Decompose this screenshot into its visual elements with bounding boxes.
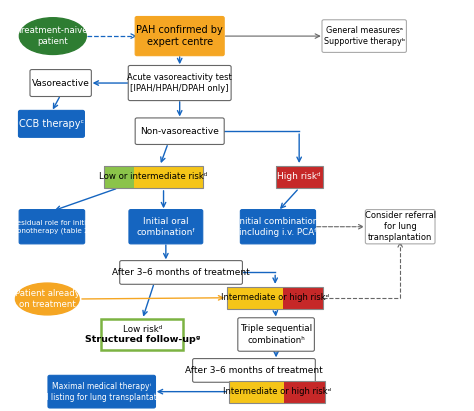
- Text: Low or intermediate riskᵈ: Low or intermediate riskᵈ: [99, 173, 208, 181]
- Bar: [227, 287, 323, 309]
- Text: CCB therapyᶜ: CCB therapyᶜ: [19, 119, 84, 129]
- Bar: [228, 381, 325, 403]
- FancyBboxPatch shape: [129, 210, 203, 244]
- FancyBboxPatch shape: [18, 111, 84, 137]
- Text: Consider referral
for lung
transplantation: Consider referral for lung transplantati…: [365, 211, 436, 242]
- Ellipse shape: [16, 283, 79, 315]
- Text: PAH confirmed by
expert centre: PAH confirmed by expert centre: [137, 25, 223, 47]
- Text: Acute vasoreactivity test
[IPAH/HPAH/DPAH only]: Acute vasoreactivity test [IPAH/HPAH/DPA…: [128, 73, 232, 93]
- FancyBboxPatch shape: [48, 375, 155, 408]
- FancyBboxPatch shape: [128, 65, 231, 101]
- Bar: [104, 166, 134, 188]
- Text: Vasoreactive: Vasoreactive: [32, 79, 90, 88]
- Text: After 3–6 months of treatment: After 3–6 months of treatment: [112, 268, 250, 277]
- Text: Intermediate or high riskᵈ: Intermediate or high riskᵈ: [221, 293, 329, 302]
- FancyBboxPatch shape: [135, 118, 224, 145]
- Bar: [227, 287, 283, 309]
- FancyBboxPatch shape: [238, 318, 314, 351]
- Text: Maximal medical therapyⁱ
and listing for lung transplantationʲ: Maximal medical therapyⁱ and listing for…: [34, 381, 170, 402]
- FancyBboxPatch shape: [192, 358, 315, 382]
- Text: Structured follow-upᵍ: Structured follow-upᵍ: [85, 335, 200, 344]
- Text: Intermediate or high riskᵈ: Intermediate or high riskᵈ: [223, 387, 330, 396]
- Text: Initial combination
including i.v. PCAᶠ: Initial combination including i.v. PCAᶠ: [237, 217, 319, 237]
- Ellipse shape: [19, 18, 86, 55]
- FancyBboxPatch shape: [240, 210, 316, 244]
- Bar: [284, 381, 325, 403]
- FancyBboxPatch shape: [135, 16, 224, 55]
- Text: Residual role for initial
monotherapy (table 2)ᵉ: Residual role for initial monotherapy (t…: [9, 220, 94, 234]
- Bar: [283, 287, 323, 309]
- Bar: [276, 166, 323, 188]
- Text: Initial oral
combinationᶠ: Initial oral combinationᶠ: [137, 217, 195, 237]
- Bar: [134, 166, 203, 188]
- FancyBboxPatch shape: [30, 69, 91, 97]
- Text: Triple sequential
combinationʰ: Triple sequential combinationʰ: [240, 324, 312, 344]
- Bar: [101, 319, 183, 350]
- Text: High riskᵈ: High riskᵈ: [277, 173, 321, 181]
- Text: Patient already
on treatment: Patient already on treatment: [15, 289, 80, 309]
- Text: Low riskᵈ: Low riskᵈ: [123, 325, 162, 334]
- FancyBboxPatch shape: [19, 210, 85, 244]
- Text: Treatment-naive
patient: Treatment-naive patient: [18, 26, 88, 46]
- Bar: [276, 166, 323, 188]
- FancyBboxPatch shape: [322, 20, 406, 53]
- Text: Non-vasoreactive: Non-vasoreactive: [140, 127, 219, 136]
- Text: General measuresᵃ
Supportive therapyᵇ: General measuresᵃ Supportive therapyᵇ: [324, 26, 405, 46]
- FancyBboxPatch shape: [120, 261, 242, 284]
- Text: After 3–6 months of treatment: After 3–6 months of treatment: [185, 366, 323, 375]
- Bar: [104, 166, 203, 188]
- FancyBboxPatch shape: [365, 210, 435, 244]
- Bar: [228, 381, 284, 403]
